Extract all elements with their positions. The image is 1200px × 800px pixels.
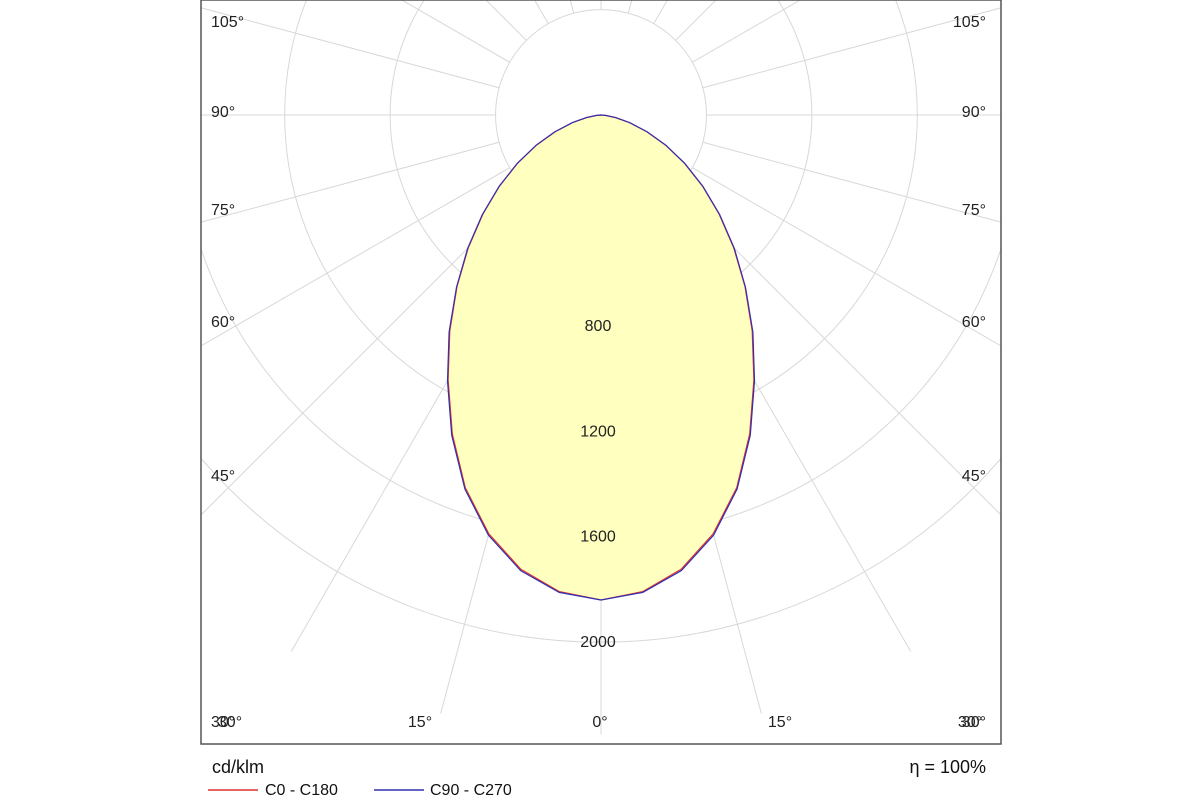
curve-c90-c270 [446, 114, 756, 601]
angle-label-right: 75° [962, 202, 986, 219]
angle-label-left: 45° [211, 468, 235, 485]
radial-tick-label: 1600 [580, 529, 616, 546]
angle-label-left: 90° [211, 104, 235, 121]
plot-frame [200, 0, 1002, 745]
radial-tick-label: 1200 [580, 423, 616, 440]
radial-tick-label: 2000 [580, 634, 616, 651]
grid-ray [201, 7, 500, 89]
angle-label-right: 90° [962, 104, 986, 121]
grid-ray [400, 0, 510, 63]
angle-label-left: 105° [211, 14, 244, 31]
angle-label-left: 60° [211, 314, 235, 331]
grid-ray [702, 141, 1001, 223]
angle-label-right: 45° [962, 468, 986, 485]
angle-label-left: 30° [211, 714, 235, 731]
angle-label-left: 75° [211, 202, 235, 219]
legend-label-c0: C0 - C180 [265, 782, 338, 799]
grid-ray [653, 0, 668, 24]
unit-label: cd/klm [212, 757, 264, 777]
angle-label-bottom: 15° [768, 714, 792, 731]
grid-ray [534, 0, 549, 24]
angle-label-bottom: 30° [958, 714, 982, 731]
grid-ray [627, 0, 633, 14]
grid-ray [692, 0, 802, 63]
grid-ray [201, 167, 510, 347]
label-layer: 800 1200 1600 2000 105° 90° 75° 60° 45° 30° 105° 90… [211, 14, 986, 731]
grid-ray [201, 141, 500, 223]
angle-label-right: 30° [962, 714, 986, 731]
grid-ray [702, 7, 1001, 89]
angle-label-right: 105° [953, 14, 986, 31]
grid-ray [692, 167, 1001, 347]
curve-layer [446, 114, 756, 601]
grid-ray [675, 189, 1001, 516]
legend-label-c90: C90 - C270 [430, 782, 512, 799]
grid-ray [569, 0, 575, 14]
radial-tick-label: 800 [585, 318, 612, 335]
angle-label-right: 60° [962, 314, 986, 331]
grid-ray [201, 189, 527, 516]
efficiency-label: η = 100% [909, 757, 986, 777]
angle-label-bottom: 0° [592, 714, 607, 731]
angle-label-bottom: 15° [408, 714, 432, 731]
light-distribution-fill [448, 115, 754, 600]
angle-label-bottom: 30° [218, 714, 242, 731]
